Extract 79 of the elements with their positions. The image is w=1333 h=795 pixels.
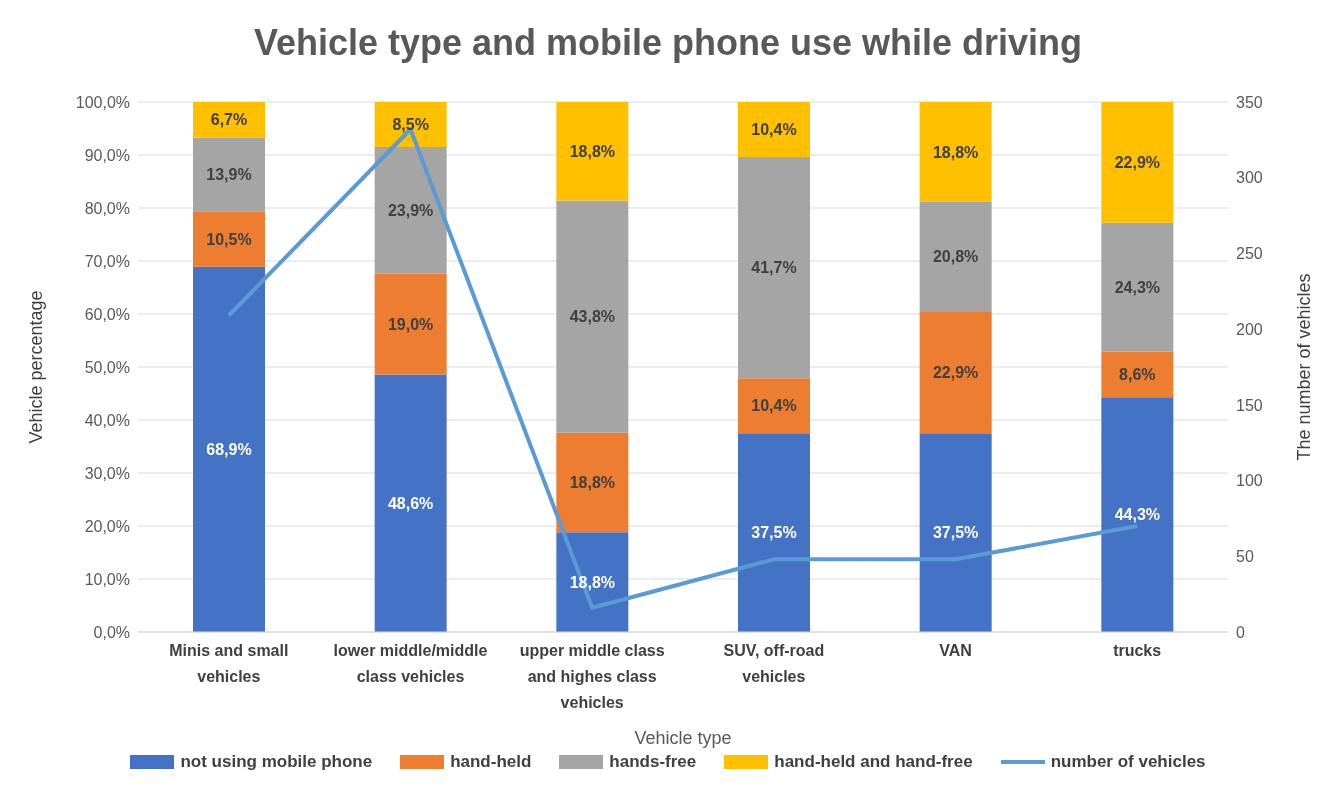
y-tick-label: 20,0% [84, 517, 130, 535]
y-axis-title: Vehicle percentage [26, 290, 47, 444]
data-label: 10,5% [206, 230, 252, 248]
y-tick-label: 0,0% [93, 623, 130, 641]
bar [919, 311, 992, 434]
bar [556, 102, 629, 201]
bar [193, 211, 265, 267]
x-axis-title: Vehicle type [634, 728, 732, 748]
data-label: 8,5% [392, 116, 429, 134]
y2-tick-label: 100 [1236, 472, 1263, 490]
data-label: 18,8% [932, 143, 979, 161]
x-tick-label: SUV, off-road vehicles [723, 642, 825, 685]
data-label: 37,5% [932, 524, 979, 542]
bar [374, 273, 447, 375]
bar [919, 201, 992, 312]
data-label: 23,9% [387, 202, 434, 220]
y-tick-label: 70,0% [84, 252, 130, 270]
data-label: 68,9% [206, 441, 252, 459]
data-label: 41,7% [751, 259, 797, 277]
bar [919, 102, 992, 202]
bar [1101, 397, 1174, 632]
bar [919, 433, 992, 632]
data-label: 19,0% [387, 315, 434, 333]
chart-title: Vehicle type and mobile phone use while driving [252, 21, 1084, 65]
bar [374, 374, 447, 632]
y-tick-label: 30,0% [84, 464, 130, 482]
data-label: 18,8% [569, 142, 616, 160]
data-label: 10,4% [751, 121, 797, 139]
data-label: 10,4% [751, 397, 797, 415]
x-tick-label: VAN [939, 642, 972, 659]
y2-tick-label: 350 [1236, 93, 1263, 111]
data-label: 48,6% [387, 494, 434, 512]
bar [374, 147, 447, 274]
bar [738, 102, 810, 158]
y-tick-label: 40,0% [84, 411, 130, 429]
y-tick-label: 90,0% [84, 146, 130, 164]
y2-tick-label: 150 [1236, 396, 1263, 414]
bar [193, 266, 265, 632]
bar [738, 157, 810, 379]
bar [193, 102, 265, 138]
data-label: 13,9% [206, 166, 252, 184]
data-label: 22,9% [932, 364, 979, 382]
y2-tick-label: 0 [1236, 623, 1245, 641]
legend-label: not using mobile phone [179, 752, 373, 772]
y2-tick-label: 300 [1236, 169, 1263, 187]
x-tick-label: trucks [1113, 642, 1162, 659]
y2-tick-label: 50 [1236, 547, 1254, 565]
data-label: 22,9% [1114, 154, 1161, 172]
data-label: 6,7% [210, 111, 248, 129]
bar [193, 137, 265, 212]
x-tick-label: Minis and small vehicles [169, 642, 289, 685]
y-tick-label: 60,0% [84, 305, 130, 323]
data-label: 8,6% [1119, 366, 1156, 384]
x-tick-label: upper middle class and highes class vehicles [519, 642, 665, 711]
bar [556, 200, 629, 433]
y2-tick-label: 250 [1236, 245, 1263, 263]
bar [1101, 222, 1174, 352]
y-tick-label: 100,0% [75, 93, 130, 111]
data-label: 18,8% [569, 474, 616, 492]
legend-label: hands-free [608, 752, 697, 772]
legend-label: hand-held and hand-free [773, 752, 973, 772]
legend-label: number of vehicles [1049, 752, 1206, 772]
data-label: 24,3% [1114, 278, 1161, 296]
data-label: 20,8% [932, 248, 979, 266]
y-tick-label: 10,0% [84, 570, 130, 588]
data-label: 37,5% [751, 524, 797, 542]
bar [738, 378, 810, 434]
data-label: 44,3% [1114, 506, 1161, 524]
y-tick-label: 50,0% [84, 358, 130, 376]
x-tick-label: lower middle/middle class vehicles [333, 642, 488, 685]
data-label: 18,8% [569, 573, 616, 591]
y2-tick-label: 200 [1236, 320, 1263, 338]
bar [1101, 102, 1174, 223]
data-label: 43,8% [569, 308, 616, 326]
bar [556, 432, 629, 533]
y-tick-label: 80,0% [84, 199, 130, 217]
bar [738, 433, 810, 632]
legend-label: hand-held [449, 752, 532, 772]
y2-axis-title: The number of vehicles [1294, 273, 1315, 461]
